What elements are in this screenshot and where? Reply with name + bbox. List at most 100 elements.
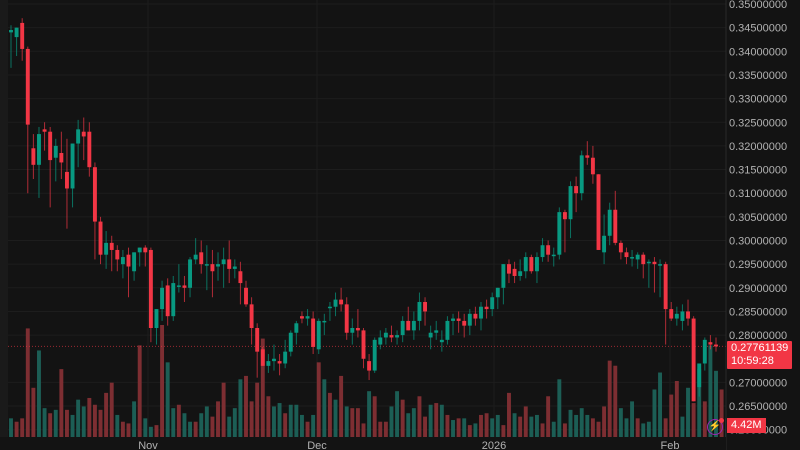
volume-bar bbox=[76, 399, 81, 437]
volume-bar bbox=[585, 414, 590, 437]
candle bbox=[456, 318, 461, 321]
price-tick: 0.30000000 bbox=[729, 236, 787, 248]
candle bbox=[484, 306, 489, 310]
volume-bar bbox=[372, 396, 377, 437]
volume-bar bbox=[199, 413, 204, 437]
candle bbox=[579, 155, 584, 194]
candle bbox=[299, 316, 304, 319]
candle bbox=[439, 339, 444, 343]
volume-bar bbox=[635, 418, 640, 437]
candle bbox=[204, 264, 209, 266]
last-volume-badge: 4.42M bbox=[727, 418, 766, 433]
price-axis[interactable] bbox=[726, 0, 800, 450]
volume-bar bbox=[98, 409, 103, 437]
candle bbox=[64, 171, 69, 189]
volume-bar bbox=[92, 404, 97, 437]
volume-bar bbox=[14, 421, 19, 437]
volume-bar bbox=[646, 421, 651, 437]
candle bbox=[635, 254, 640, 260]
volume-bar bbox=[176, 404, 181, 437]
volume-bar bbox=[697, 369, 702, 437]
volume-bar bbox=[232, 408, 237, 437]
price-tick: 0.31000000 bbox=[729, 188, 787, 200]
candle bbox=[434, 330, 439, 333]
volume-bar bbox=[501, 425, 506, 437]
candle bbox=[171, 283, 176, 317]
candle bbox=[98, 221, 103, 255]
volume-bar bbox=[294, 404, 299, 437]
candle bbox=[216, 264, 220, 267]
price-tick: 0.35000000 bbox=[729, 0, 787, 11]
candle bbox=[702, 339, 707, 364]
candle bbox=[663, 264, 668, 310]
volume-bar bbox=[714, 370, 718, 437]
candle bbox=[551, 254, 556, 257]
volume-bar bbox=[529, 416, 534, 437]
candle bbox=[143, 247, 148, 253]
candle bbox=[288, 332, 293, 352]
candle bbox=[607, 209, 612, 236]
volume-bar bbox=[579, 408, 584, 437]
time-axis[interactable] bbox=[0, 437, 726, 450]
volume-bar bbox=[316, 362, 321, 437]
candle bbox=[490, 297, 495, 310]
candle bbox=[714, 344, 718, 347]
candle bbox=[479, 306, 483, 319]
candle bbox=[534, 257, 539, 272]
volume-bar bbox=[574, 414, 579, 437]
candle bbox=[367, 361, 372, 371]
price-tick: 0.32000000 bbox=[729, 141, 787, 153]
volume-bar bbox=[188, 421, 193, 437]
volume-bar bbox=[171, 408, 176, 437]
volume-bar bbox=[227, 416, 232, 437]
candle bbox=[590, 157, 595, 175]
volume-bar bbox=[126, 423, 131, 437]
candle bbox=[501, 264, 506, 288]
candle bbox=[232, 266, 237, 269]
volume-bar bbox=[613, 365, 618, 437]
volume-bar bbox=[48, 413, 53, 437]
price-tick: 0.33500000 bbox=[729, 70, 787, 82]
candle bbox=[697, 363, 702, 388]
candle bbox=[132, 252, 137, 272]
candle bbox=[669, 309, 674, 319]
notification-dot bbox=[719, 418, 724, 423]
volume-bar bbox=[534, 414, 539, 437]
volume-bar bbox=[327, 392, 332, 437]
candle bbox=[104, 242, 109, 255]
volume-bar bbox=[277, 403, 282, 437]
candle bbox=[568, 186, 573, 220]
volume-bar bbox=[160, 325, 165, 437]
price-axis-labels: 0.35000000 0.34500000 0.34000000 0.33500000… bbox=[729, 0, 787, 437]
candle bbox=[355, 328, 360, 331]
volume-bar bbox=[42, 408, 47, 437]
candle bbox=[87, 131, 92, 168]
candle bbox=[406, 320, 411, 331]
candle bbox=[618, 242, 623, 253]
volume-bar bbox=[367, 391, 372, 437]
price-tick: 0.29500000 bbox=[729, 259, 787, 271]
volume-bar bbox=[383, 421, 388, 437]
candle bbox=[227, 259, 232, 269]
candle bbox=[708, 342, 713, 345]
candle bbox=[361, 330, 366, 359]
volume-bar bbox=[204, 406, 209, 437]
candle bbox=[395, 335, 400, 338]
candle bbox=[154, 309, 159, 329]
candle bbox=[344, 304, 349, 333]
volume-bar bbox=[165, 362, 170, 437]
lightning-icon[interactable]: ⚡ bbox=[707, 419, 723, 435]
candle bbox=[462, 320, 467, 326]
candle bbox=[316, 320, 321, 350]
volume-bar bbox=[322, 379, 327, 437]
candle bbox=[518, 271, 523, 276]
candle bbox=[266, 361, 271, 366]
volume-bars bbox=[9, 325, 730, 437]
price-tick: 0.34000000 bbox=[729, 46, 787, 58]
candle bbox=[31, 148, 36, 165]
volume-bar bbox=[193, 421, 198, 437]
candle bbox=[523, 257, 528, 272]
countdown-timer: 10:59:28 bbox=[731, 355, 774, 367]
volume-bar bbox=[238, 379, 243, 437]
